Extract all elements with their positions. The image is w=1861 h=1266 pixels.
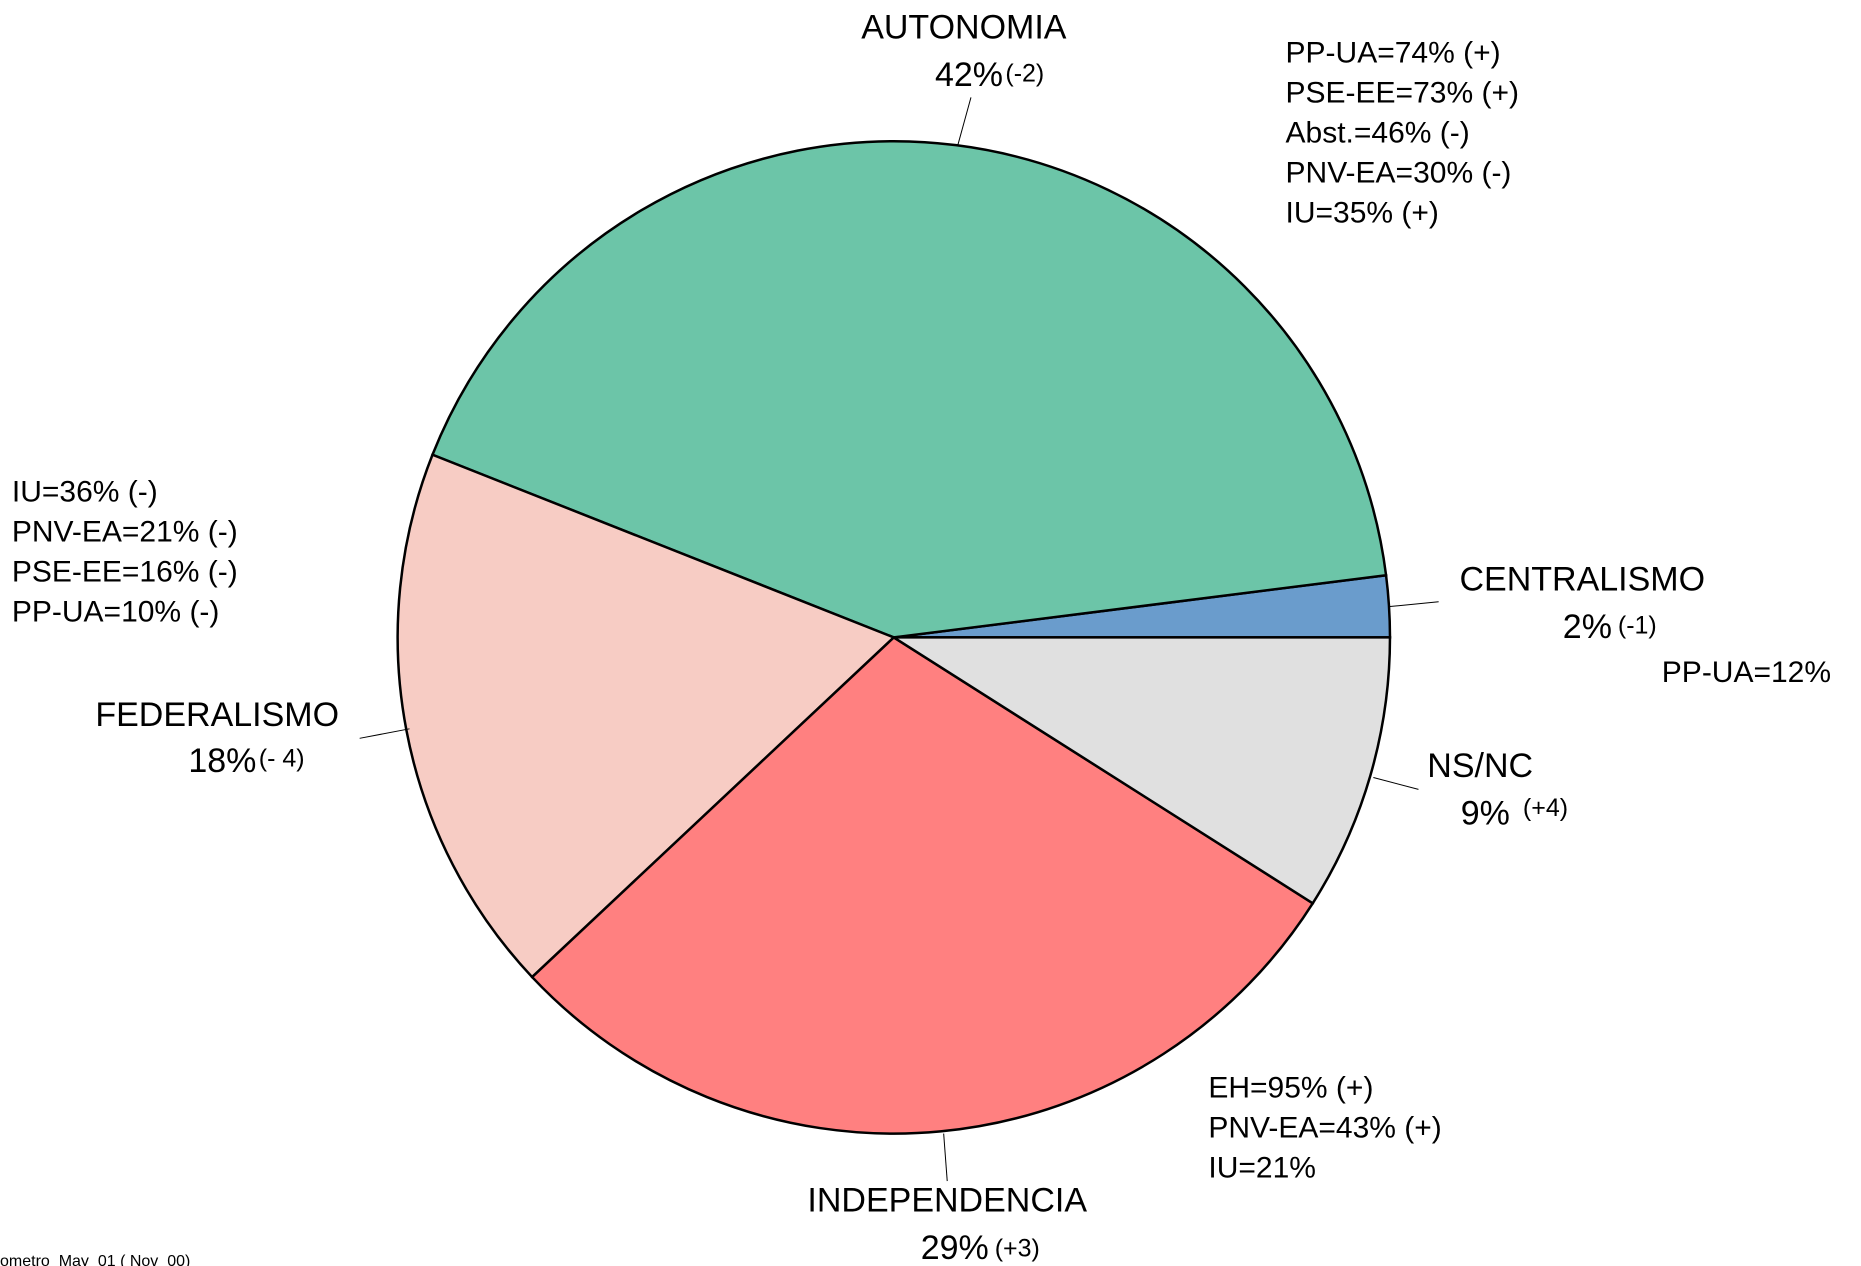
annotation: PP-UA=74% (+) — [1286, 37, 1501, 70]
annotation: PSE-EE=16% (-) — [12, 556, 238, 589]
slice-change: (-1) — [1618, 611, 1657, 639]
leader-line — [359, 728, 410, 739]
slice-name: AUTONOMIA — [861, 9, 1067, 47]
annotation: PNV-EA=30% (-) — [1286, 157, 1512, 190]
slice-percent: 29% — [921, 1229, 989, 1266]
leader-line — [957, 97, 972, 145]
slice-percent: 42% — [935, 56, 1003, 94]
annotation: PSE-EE=73% (+) — [1286, 77, 1519, 110]
slice-name: CENTRALISMO — [1459, 561, 1705, 599]
annotation: IU=36% (-) — [12, 476, 158, 509]
annotation: Abst.=46% (-) — [1286, 117, 1470, 150]
slice-change: (-2) — [1005, 59, 1044, 87]
leader-line — [1373, 777, 1419, 790]
annotation: IU=21% — [1208, 1152, 1316, 1185]
slice-percent: 9% — [1461, 794, 1510, 832]
annotation: PNV-EA=43% (+) — [1208, 1112, 1441, 1145]
leader-line — [943, 1133, 948, 1182]
slice-percent: 2% — [1563, 608, 1612, 646]
pie-slice — [430, 140, 1388, 639]
slice-percent: 18% — [188, 742, 256, 780]
annotation: PP-UA=12% — [1662, 656, 1831, 689]
slice-change: (+3) — [995, 1235, 1040, 1263]
annotation: EH=95% (+) — [1208, 1072, 1373, 1105]
slice-name: INDEPENDENCIA — [807, 1181, 1087, 1219]
slice-name: NS/NC — [1427, 747, 1533, 785]
annotation: IU=35% (+) — [1286, 197, 1439, 230]
pie-slice — [530, 635, 1315, 1135]
annotation: PNV-EA=21% (-) — [12, 516, 238, 549]
pie-slice — [396, 453, 897, 979]
slice-name: FEDERALISMO — [95, 696, 339, 734]
annotation: PP-UA=10% (-) — [12, 596, 220, 629]
leader-line — [1389, 601, 1439, 608]
slice-change: (- 4) — [259, 744, 305, 772]
footnote: ometro_May_01 ( Nov_00) — [0, 1253, 190, 1266]
pie-slice — [889, 636, 1392, 906]
slice-change: (+4) — [1523, 794, 1568, 822]
